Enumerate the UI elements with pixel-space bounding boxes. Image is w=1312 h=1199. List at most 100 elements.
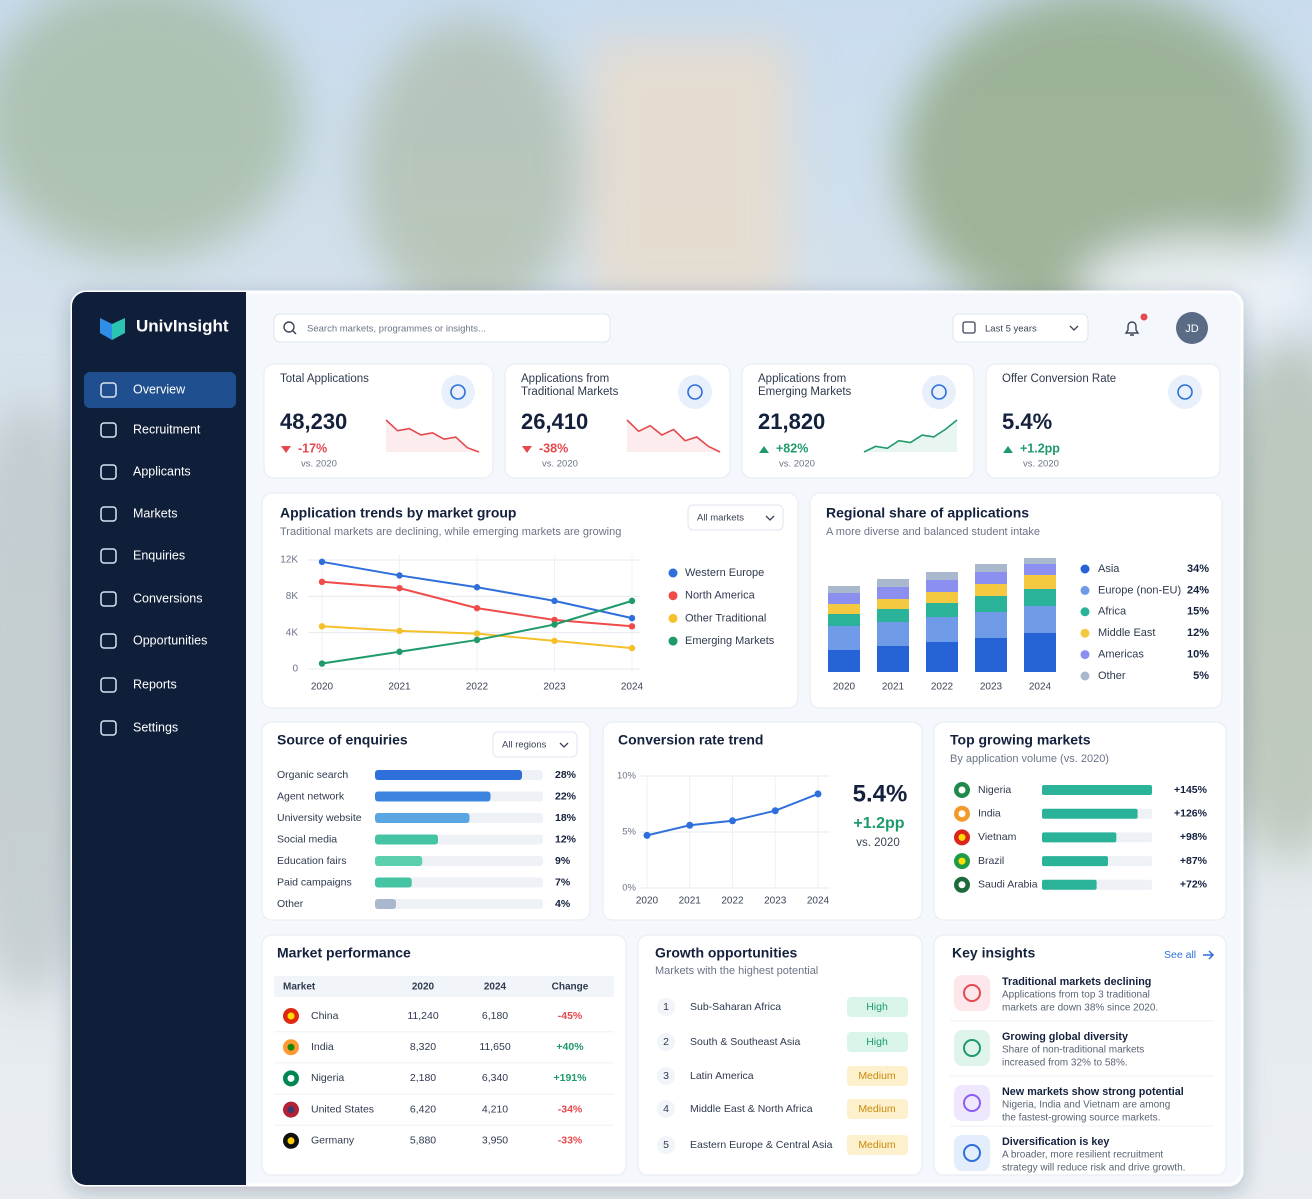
nav-icon: [100, 506, 117, 522]
bell-icon[interactable]: [1124, 321, 1140, 336]
dropdown[interactable]: [687, 504, 784, 531]
date-filter[interactable]: [952, 313, 1089, 343]
kpi-title: Traditional Markets: [521, 386, 619, 398]
point: [396, 584, 403, 592]
y-tick-label: 0%: [622, 883, 636, 894]
change-cell: -33%: [558, 1135, 583, 1147]
avatar-initials[interactable]: JD: [1185, 323, 1199, 335]
nav-item[interactable]: Markets: [133, 506, 177, 520]
bar-segment: [975, 612, 1007, 638]
kpi-value: 21,820: [758, 409, 825, 434]
change-icon: [759, 446, 769, 453]
level-label: Medium: [858, 1070, 896, 1082]
change-icon: [1003, 446, 1013, 453]
nav-item[interactable]: Conversions: [133, 591, 202, 605]
table-cell: Germany: [311, 1135, 355, 1147]
kpi-value: 5.4%: [1002, 409, 1052, 434]
kpi-change: -17%: [298, 441, 327, 455]
search-box[interactable]: [273, 313, 611, 343]
nav-item[interactable]: Settings: [133, 720, 178, 734]
see-all-link[interactable]: See all: [1164, 949, 1196, 961]
nav-item[interactable]: Opportunities: [133, 633, 207, 647]
x-tick-label: 2024: [621, 682, 644, 693]
nav-active[interactable]: [84, 372, 236, 408]
x-tick-label: 2020: [833, 682, 856, 693]
dropdown-label[interactable]: All regions: [502, 740, 547, 751]
x-tick-label: 2022: [466, 682, 489, 693]
legend-share: 5%: [1193, 670, 1209, 682]
point: [729, 817, 736, 825]
market-name: Latin America: [690, 1070, 754, 1082]
nav-icon: [100, 633, 117, 649]
column-header: 2024: [484, 982, 507, 993]
date-filter-label[interactable]: Last 5 years: [985, 324, 1037, 335]
change-cell: -45%: [558, 1010, 583, 1022]
table-cell: 2,180: [410, 1072, 436, 1084]
change-icon: [281, 446, 291, 453]
x-tick-label: 2023: [980, 682, 1003, 693]
point: [396, 627, 403, 635]
flag-detail: [958, 786, 966, 794]
legend-label: North America: [685, 590, 756, 602]
x-tick-label: 2023: [543, 682, 566, 693]
nav-item[interactable]: Recruitment: [133, 422, 201, 436]
rank: 1: [663, 1001, 669, 1013]
category-label: Organic search: [277, 769, 348, 781]
point: [686, 821, 694, 829]
kpi-title: Total Applications: [280, 373, 369, 385]
card-title: Key insights: [952, 945, 1035, 961]
table-cell: 3,950: [482, 1135, 508, 1147]
legend-share: 34%: [1187, 563, 1209, 575]
nav-item[interactable]: Reports: [133, 677, 177, 691]
kpi-compare: vs. 2020: [542, 459, 578, 470]
nav-item[interactable]: Enquiries: [133, 548, 185, 562]
kpi-title: Applications from: [758, 373, 846, 385]
table-cell: 6,420: [410, 1103, 436, 1115]
rank-badge: [657, 1100, 675, 1118]
y-tick-label: 10%: [617, 771, 637, 782]
level-badge: [847, 1032, 908, 1052]
flag-detail: [958, 833, 966, 841]
column-header: 2020: [412, 982, 435, 993]
rank: 2: [663, 1036, 669, 1048]
dropdown-label[interactable]: All markets: [697, 513, 744, 524]
insight-text: markets are down 38% since 2020.: [1002, 1003, 1158, 1014]
arrow-icon: [1203, 950, 1215, 960]
legend-swatch: [668, 636, 678, 646]
dropdown[interactable]: [492, 731, 578, 758]
point: [473, 584, 481, 591]
sparkline-area: [386, 420, 479, 452]
insight-icon: [954, 975, 990, 1011]
card-subtitle: Markets with the highest potential: [655, 965, 818, 977]
kpi-title: Applications from: [521, 373, 609, 385]
point: [643, 831, 651, 839]
level-badge: [847, 997, 908, 1017]
bar: [375, 856, 423, 866]
x-tick-label: 2024: [1029, 682, 1052, 693]
column-header: Market: [283, 982, 316, 993]
bar-segment: [926, 617, 958, 642]
market-name: Middle East & North Africa: [690, 1103, 813, 1115]
y-tick-label: 5%: [622, 827, 636, 838]
sparkline: [626, 419, 721, 453]
insight-text: strategy will reduce risk and drive grow…: [1002, 1163, 1185, 1174]
value-label: 22%: [555, 790, 577, 802]
nav-item[interactable]: Overview: [133, 382, 186, 396]
legend-label: Africa: [1098, 606, 1127, 618]
insight-title: Growing global diversity: [1002, 1031, 1128, 1043]
bar-track: [375, 899, 543, 909]
legend-label: Americas: [1098, 649, 1144, 661]
chart-subtitle: Traditional markets are declining, while…: [280, 526, 621, 538]
legend-label: Europe (non-EU): [1098, 584, 1181, 596]
legend-swatch: [668, 568, 678, 578]
point: [551, 597, 558, 605]
nav-item[interactable]: Applicants: [133, 464, 191, 478]
search-placeholder[interactable]: Search markets, programmes or insights..…: [307, 324, 486, 335]
legend-label: Asia: [1098, 563, 1120, 575]
headline-change: +1.2pp: [853, 815, 904, 832]
avatar[interactable]: [1176, 312, 1208, 344]
headline-value: 5.4%: [853, 780, 908, 807]
insight-icon-glyph: [963, 1094, 981, 1112]
category-label: Education fairs: [277, 855, 346, 867]
rank: 3: [663, 1070, 669, 1082]
